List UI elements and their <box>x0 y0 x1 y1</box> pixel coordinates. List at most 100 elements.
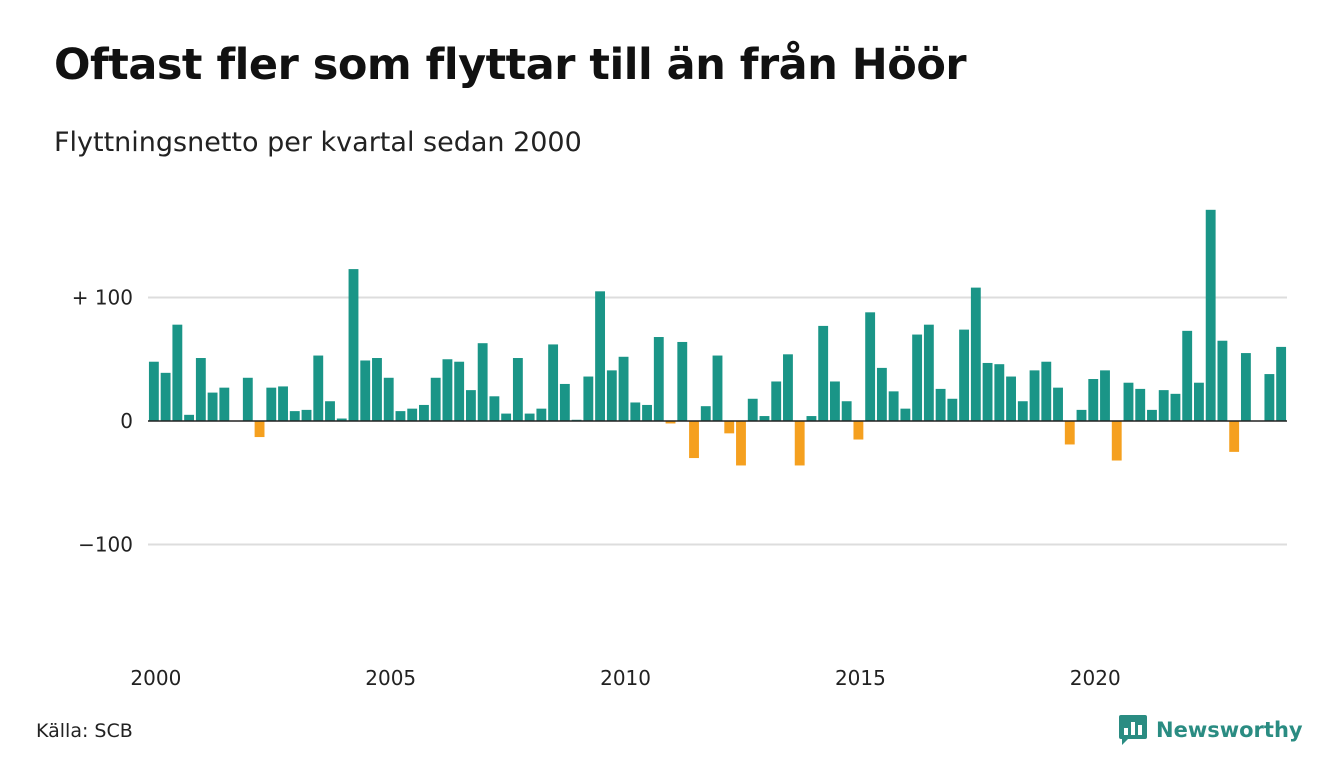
bar <box>1194 382 1204 421</box>
bar <box>1158 390 1169 421</box>
brand-logo: Newsworthy <box>1118 713 1303 747</box>
bar <box>301 409 312 421</box>
bar <box>970 287 981 421</box>
bar <box>747 398 758 421</box>
x-tick-label: 2020 <box>1070 666 1121 690</box>
bar <box>1276 346 1287 421</box>
bar <box>595 291 606 421</box>
gridlines <box>148 296 1287 546</box>
bar <box>583 376 594 421</box>
bar <box>759 416 770 421</box>
bar <box>184 414 195 421</box>
bar <box>1147 409 1157 421</box>
bar <box>172 324 183 421</box>
bar <box>912 334 923 421</box>
bar <box>1205 209 1216 421</box>
bar <box>1064 421 1075 445</box>
bar <box>348 269 359 421</box>
bar <box>1088 379 1099 421</box>
bar <box>806 416 817 421</box>
bar <box>372 358 382 421</box>
bar <box>1053 387 1063 421</box>
brand-name: Newsworthy <box>1156 718 1303 742</box>
bar <box>1264 374 1275 421</box>
bar <box>325 401 335 421</box>
bar <box>219 387 230 421</box>
bar <box>336 418 347 421</box>
source-note: Källa: SCB <box>36 720 133 742</box>
bar <box>313 355 324 421</box>
bar <box>407 408 418 421</box>
bar <box>148 361 159 421</box>
bar <box>736 421 746 466</box>
x-tick-label: 2010 <box>600 666 651 690</box>
bar <box>454 361 465 421</box>
bar <box>982 362 993 421</box>
bar <box>242 377 253 421</box>
bar <box>771 381 782 421</box>
chart-title: Oftast fler som flyttar till än från Höö… <box>54 40 967 90</box>
bar <box>829 381 840 421</box>
bar <box>465 390 476 421</box>
bars <box>148 209 1287 466</box>
bar <box>630 402 641 421</box>
y-tick-label: −100 <box>78 533 133 557</box>
bar <box>818 325 829 421</box>
bar <box>1135 388 1146 421</box>
y-tick-label: + 100 <box>72 286 133 310</box>
bar <box>876 367 887 421</box>
bar <box>512 358 523 421</box>
bar <box>1029 370 1040 421</box>
bar <box>865 312 876 421</box>
bar <box>923 324 934 421</box>
bar <box>1100 370 1110 421</box>
bar <box>442 359 453 421</box>
bar <box>959 329 970 421</box>
bar <box>606 370 617 421</box>
bar <box>395 411 406 421</box>
bar <box>1217 340 1228 421</box>
bar <box>430 377 441 421</box>
bar <box>195 358 206 421</box>
bar <box>700 406 711 421</box>
bar <box>618 356 629 421</box>
bar <box>689 421 699 459</box>
bar <box>477 343 488 421</box>
chart-subtitle: Flyttningsnetto per kvartal sedan 2000 <box>54 127 582 158</box>
bar <box>900 408 911 421</box>
bar <box>489 396 500 421</box>
bar <box>1017 401 1028 421</box>
bar <box>278 386 288 421</box>
bar <box>1182 330 1193 421</box>
bar <box>548 344 559 421</box>
y-axis-labels: + 100 0 −100 <box>72 286 133 557</box>
bar <box>935 388 946 421</box>
bar <box>712 355 723 421</box>
bar <box>266 387 277 421</box>
bar <box>160 372 171 421</box>
bar <box>794 421 805 466</box>
bar <box>360 360 371 421</box>
y-tick-label: 0 <box>120 409 133 433</box>
bar <box>888 391 899 421</box>
bar <box>289 411 300 421</box>
x-tick-label: 2015 <box>835 666 886 690</box>
x-tick-label: 2005 <box>365 666 416 690</box>
bar <box>1041 361 1052 421</box>
bar <box>653 337 664 421</box>
bar <box>841 401 852 421</box>
bar <box>536 408 547 421</box>
x-axis-labels: 2000 2005 2010 2015 2020 <box>130 666 1120 690</box>
bar <box>642 404 652 421</box>
bar <box>783 354 793 421</box>
bar <box>383 377 394 421</box>
bar <box>1111 421 1122 461</box>
bar <box>1006 376 1016 421</box>
bar <box>853 421 864 440</box>
bar <box>501 413 512 421</box>
bar <box>1229 421 1240 452</box>
x-tick-label: 2000 <box>130 666 181 690</box>
bar <box>1170 393 1181 421</box>
bar <box>1123 382 1134 421</box>
bar <box>1240 353 1251 421</box>
